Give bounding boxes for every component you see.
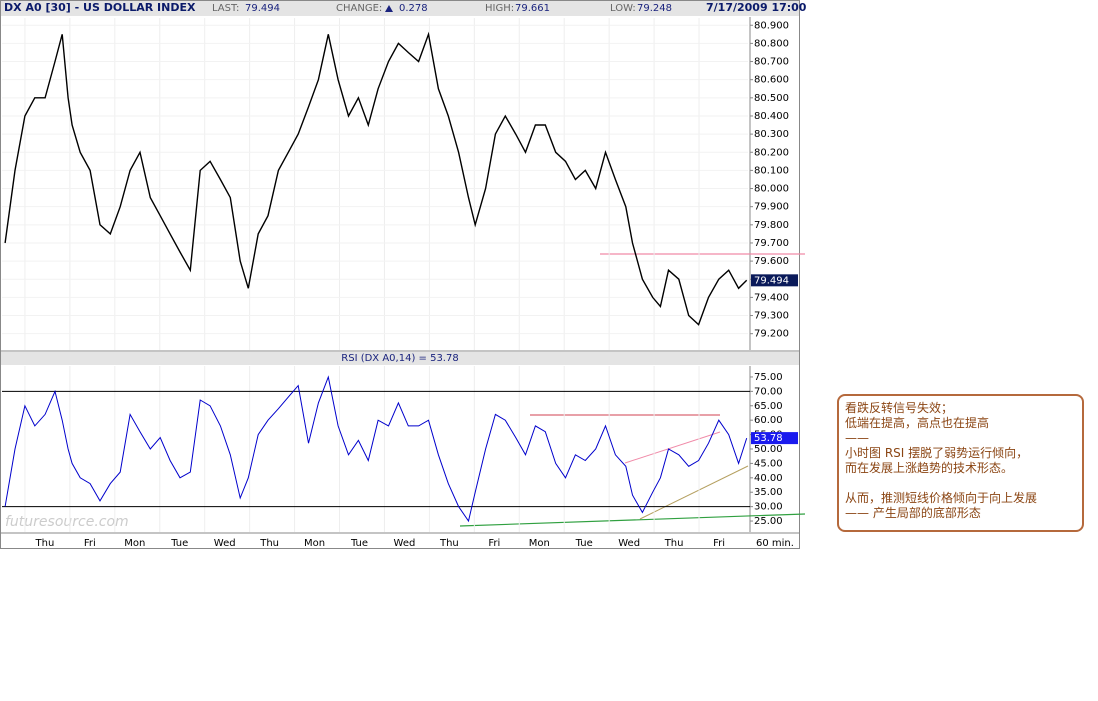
- y-tick-label: 80.400: [754, 111, 789, 122]
- x-tick-label: Tue: [170, 538, 188, 549]
- y-tick-label: 80.500: [754, 93, 789, 104]
- rsi-support-trendline: [639, 465, 749, 520]
- change-label: CHANGE:: [336, 3, 382, 14]
- x-tick-label: Fri: [713, 538, 725, 549]
- x-tick-label: Mon: [124, 538, 145, 549]
- chart-title: DX A0 [30] - US DOLLAR INDEX: [4, 1, 196, 14]
- y-tick-label: 80.600: [754, 75, 789, 86]
- y-tick-label: 79.700: [754, 238, 789, 249]
- y-tick-label: 75.00: [754, 372, 783, 383]
- annotation-line: —— 产生局部的底部形态: [845, 506, 981, 520]
- x-tick-label: Wed: [214, 538, 236, 549]
- y-tick-label: 35.00: [754, 487, 783, 498]
- y-tick-label: 79.300: [754, 311, 789, 322]
- last-price-label: 79.494: [754, 275, 789, 286]
- y-tick-label: 80.300: [754, 129, 789, 140]
- y-tick-label: 80.100: [754, 165, 789, 176]
- annotation-line: 看跌反转信号失效；: [845, 401, 954, 415]
- annotation-line: 小时图 RSI 摆脱了弱势运行倾向，: [845, 446, 1029, 460]
- datetime: 7/17/2009 17:00: [706, 1, 807, 14]
- x-tick-label: Thu: [439, 538, 459, 549]
- last-price-box: [751, 274, 798, 287]
- chart-frame: [0, 0, 800, 549]
- x-tick-label: Thu: [35, 538, 55, 549]
- y-tick-label: 60.00: [754, 415, 783, 426]
- low-label: LOW:: [610, 3, 636, 14]
- x-tick-label: Fri: [84, 538, 96, 549]
- y-tick-label: 79.800: [754, 220, 789, 231]
- rsi-upper-trendline: [624, 431, 721, 464]
- x-axis-label: 60 min.: [756, 538, 794, 549]
- x-tick-label: Thu: [664, 538, 684, 549]
- y-tick-label: 65.00: [754, 401, 783, 412]
- y-tick-label: 79.400: [754, 292, 789, 303]
- y-tick-label: 80.900: [754, 20, 789, 31]
- series-line: [4, 375, 748, 523]
- y-tick-label: 80.200: [754, 147, 789, 158]
- high-label: HIGH:: [485, 3, 514, 14]
- y-tick-label: 80.000: [754, 184, 789, 195]
- annotation-line: ——: [845, 431, 869, 445]
- watermark: futuresource.com: [5, 514, 129, 530]
- rsi-title: RSI (DX A0,14) = 53.78: [341, 353, 458, 364]
- low-value: 79.248: [637, 3, 672, 14]
- annotation-line: 而在发展上涨趋势的技术形态。: [845, 461, 1014, 475]
- y-tick-label: 45.00: [754, 458, 783, 469]
- x-tick-label: Tue: [575, 538, 593, 549]
- last-rsi-box: [751, 432, 798, 445]
- x-tick-label: Wed: [394, 538, 416, 549]
- rsi-long-trendline: [459, 513, 806, 527]
- y-tick-label: 40.00: [754, 473, 783, 484]
- change-value: 0.278: [399, 3, 428, 14]
- last-rsi-label: 53.78: [754, 433, 783, 444]
- x-tick-label: Tue: [350, 538, 368, 549]
- high-value: 79.661: [515, 3, 550, 14]
- x-tick-label: Thu: [259, 538, 279, 549]
- annotation-line: 低端在提高，高点也在提高: [845, 416, 990, 430]
- y-tick-label: 50.00: [754, 444, 783, 455]
- y-tick-label: 79.900: [754, 202, 789, 213]
- x-tick-label: Wed: [618, 538, 640, 549]
- y-tick-label: 79.200: [754, 329, 789, 340]
- y-tick-label: 79.600: [754, 256, 789, 267]
- last-label: LAST:: [212, 3, 239, 14]
- rsi-header-bar: [1, 352, 799, 365]
- y-tick-label: 70.00: [754, 386, 783, 397]
- y-tick-label: 25.00: [754, 516, 783, 527]
- series-line: [4, 31, 748, 326]
- up-arrow: [385, 5, 393, 12]
- x-tick-label: Fri: [488, 538, 500, 549]
- x-tick-label: Mon: [304, 538, 325, 549]
- last-value: 79.494: [245, 3, 280, 14]
- header-bar: [1, 1, 799, 16]
- annotation-box: 看跌反转信号失效； 低端在提高，高点也在提高 —— 小时图 RSI 摆脱了弱势运…: [837, 394, 1084, 532]
- x-tick-label: Mon: [529, 538, 550, 549]
- chart: DX A0 [30] - US DOLLAR INDEX LAST: 79.49…: [0, 0, 807, 549]
- y-tick-label: 80.800: [754, 38, 789, 49]
- annotation-line: 从而，推测短线价格倾向于向上发展: [845, 491, 1038, 505]
- y-tick-label: 30.00: [754, 502, 783, 513]
- y-tick-label: 80.700: [754, 57, 789, 68]
